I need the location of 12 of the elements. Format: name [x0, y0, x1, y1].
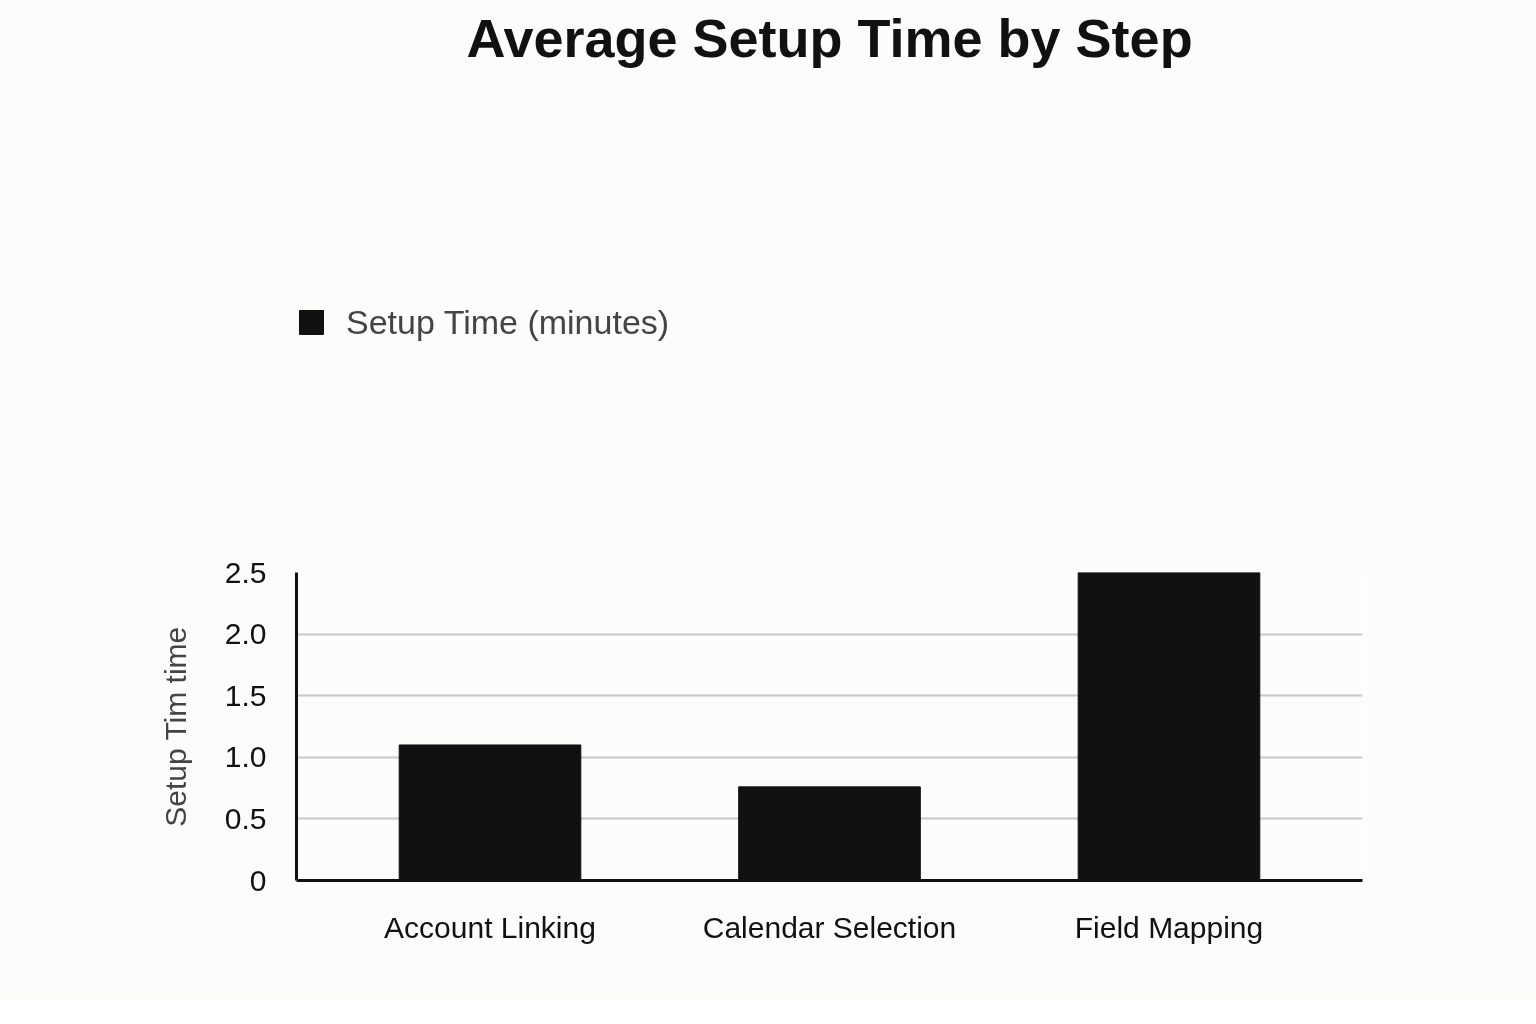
chart-title: Average Setup Time by Step	[466, 7, 1193, 68]
y-tick-label: 1.0	[224, 740, 267, 774]
y-tick-label: 0.5	[224, 801, 267, 835]
x-tick-label: Calendar Selection	[702, 910, 957, 944]
y-axis-title: Setup Tim time	[158, 626, 192, 827]
x-tick-label: Account Linking	[384, 910, 596, 944]
legend-label: Setup Time (minutes)	[346, 302, 670, 342]
y-tick-label: 2.0	[224, 617, 267, 651]
y-tick-label: 1.5	[224, 678, 267, 712]
y-tick-label: 0	[249, 863, 267, 897]
x-tick-label: Field Mapping	[1074, 910, 1264, 944]
y-tick-label: 2.5	[224, 555, 267, 589]
